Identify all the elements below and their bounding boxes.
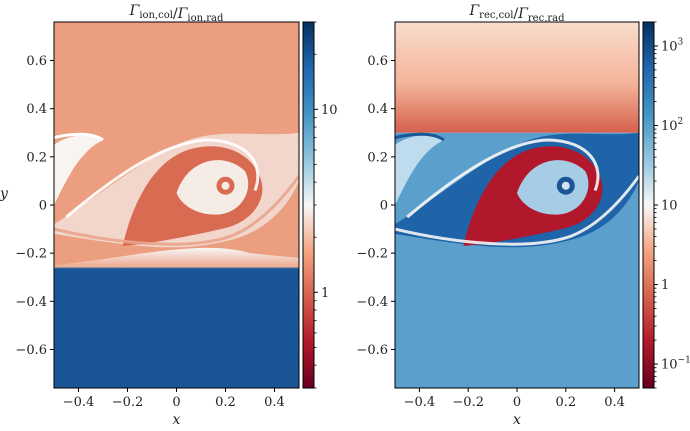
y-tick-label: −0.4 (15, 295, 47, 310)
left-vortex (54, 135, 103, 205)
x-tick-label: 0.4 (264, 395, 285, 410)
left-vortex-edge (395, 132, 445, 142)
heatmap-field (395, 22, 639, 388)
y-tick-label: −0.6 (356, 343, 388, 358)
lower-region (54, 267, 299, 388)
spiral-arm (406, 138, 600, 219)
left-vortex (395, 135, 444, 205)
panel-recombination-ratio: −0.4 −0.2 0 0.2 0.4 0.6 0.4 0.2 0 −0.2 −0.4 −0.6 x Γr… (356, 3, 690, 428)
y-tick-label: −0.6 (15, 343, 47, 358)
y-tick-label: −0.2 (15, 247, 47, 262)
vortex-swirl (176, 160, 249, 215)
y-tick-label: −0.2 (356, 247, 388, 262)
colorbar-tick-label: 102 (661, 117, 683, 134)
colorbar-tick-label: 1 (661, 278, 669, 293)
y-tick-label: 0 (39, 199, 47, 214)
colorbar-tick-label: 103 (661, 37, 684, 54)
y-tick-label: 0.4 (367, 102, 388, 117)
y-tick-label: 0.6 (367, 54, 388, 69)
x-tick-label: −0.4 (63, 395, 95, 410)
colorbar-tick-label: 1 (321, 286, 329, 301)
vortex-swirl (517, 160, 589, 215)
y-tick-label: 0.4 (26, 102, 47, 117)
left-vortex-edge (54, 132, 104, 142)
lower-filament (54, 175, 299, 246)
y-tick-label: −0.4 (356, 295, 388, 310)
x-tick-label: −0.2 (452, 395, 484, 410)
x-tick-label: 0.2 (215, 395, 236, 410)
x-tick-label: 0 (513, 395, 521, 410)
x-axis-label: x (173, 412, 181, 428)
y-axis-label: y (0, 186, 9, 202)
colorbar-tick-label: 10 (661, 199, 678, 214)
colorbar-tick-label: 10−1 (661, 356, 690, 373)
spiral-arm (65, 138, 260, 219)
x-tick-label: −0.2 (112, 395, 144, 410)
x-tick-label: 0.4 (604, 395, 625, 410)
y-tick-label: 0.2 (26, 150, 47, 165)
lower-filament (395, 175, 639, 246)
heatmap-field (54, 22, 299, 388)
y-tick-label: 0.2 (367, 150, 388, 165)
x-axis-label: x (513, 412, 521, 428)
colorbar (302, 21, 315, 389)
vortex-eye-center (221, 181, 230, 190)
y-tick-label: 0 (380, 199, 388, 214)
panel-title: Γrec,col/Γrec,rad (468, 3, 565, 24)
transition-band (54, 247, 299, 271)
colorbar-tick-label: 10 (321, 103, 338, 118)
vortex-eye-center (561, 181, 570, 190)
x-tick-label: 0 (172, 395, 180, 410)
panel-title: Γion,col/Γion,rad (129, 3, 224, 24)
panel-ionization-ratio: −0.4 −0.2 0 0.2 0.4 0.6 0.4 0.2 0 −0.2 −0.4 −0.6 x y Γ… (0, 3, 338, 428)
y-tick-label: 0.6 (26, 54, 47, 69)
upper-region (395, 22, 639, 133)
x-tick-label: −0.4 (404, 395, 436, 410)
x-tick-label: 0.2 (555, 395, 576, 410)
colorbar (642, 21, 655, 389)
